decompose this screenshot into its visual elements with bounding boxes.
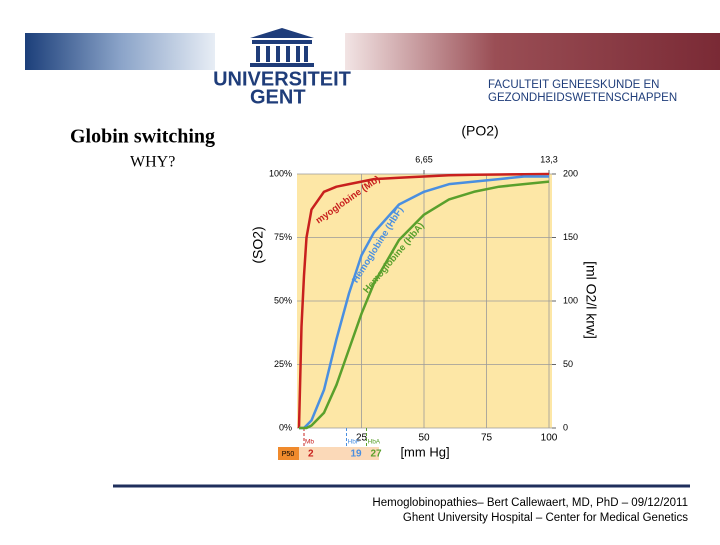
p50-value: 19 xyxy=(351,449,363,460)
curve xyxy=(299,180,550,430)
top-tick-label: 13,3 xyxy=(540,154,558,164)
p50-row xyxy=(299,447,379,460)
x-tick-label: 50 xyxy=(418,433,430,444)
p50-name: HbA xyxy=(368,439,381,446)
p50-label: P50 xyxy=(282,451,295,458)
top-tick-label: 6,65 xyxy=(415,154,433,164)
y2-tick-label: 100 xyxy=(563,295,578,305)
y-tick-label: 0% xyxy=(279,422,292,432)
faculty-name: FACULTEIT GENEESKUNDE EN xyxy=(488,79,659,91)
footer-text: Ghent University Hospital – Center for M… xyxy=(403,512,688,524)
chart: 0% 25% 50% 75% 100% 0 50 100 150 200 25 50 75 100 6,65… xyxy=(269,154,578,460)
y2-tick-label: 0 xyxy=(563,422,568,432)
footer-text: Hemoglobinopathies– Bert Callewaert, MD,… xyxy=(372,497,688,509)
slide-subtitle: WHY? xyxy=(130,154,175,171)
p50-value: 2 xyxy=(308,449,314,460)
y-tick-label: 25% xyxy=(274,359,292,369)
y-tick-label: 50% xyxy=(274,295,292,305)
curve xyxy=(299,175,549,430)
top-axis-label: (PO2) xyxy=(461,123,498,139)
p50-name: HbF xyxy=(348,439,360,446)
banner-left xyxy=(25,33,215,70)
logo-icon xyxy=(250,28,314,67)
university-name: UNIVERSITEIT xyxy=(213,68,351,90)
y2-tick-label: 50 xyxy=(563,359,573,369)
p50-box xyxy=(278,447,299,460)
y2-tick-label: 150 xyxy=(563,232,578,242)
y-tick-label: 75% xyxy=(274,232,292,242)
x-axis-label: [mm Hg] xyxy=(400,444,449,459)
p50-name: Mb xyxy=(305,439,314,446)
p50-value: 27 xyxy=(371,449,383,460)
slide-title: Globin switching xyxy=(70,126,215,148)
x-tick-label: 100 xyxy=(541,433,558,444)
curve xyxy=(297,172,550,429)
y-axis-label: (SO2) xyxy=(250,226,266,263)
banner-right xyxy=(345,33,720,70)
x-tick-label: 75 xyxy=(481,433,493,444)
y2-axis-label: [ml O2/l krw] xyxy=(583,261,599,339)
university-name: GENT xyxy=(250,86,306,108)
y-tick-label: 100% xyxy=(269,168,292,178)
x-tick-label: 25 xyxy=(356,433,368,444)
faculty-name: GEZONDHEIDSWETENSCHAPPEN xyxy=(488,92,677,104)
y2-tick-label: 200 xyxy=(563,168,578,178)
